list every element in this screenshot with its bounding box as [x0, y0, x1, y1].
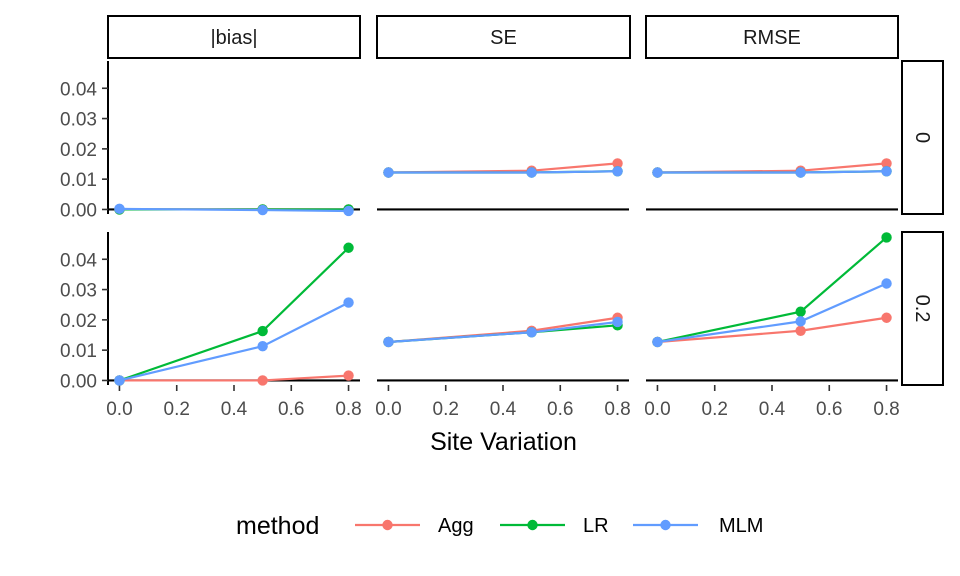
data-point-mlm	[383, 336, 394, 348]
data-point-agg	[881, 158, 892, 169]
data-point-lr	[881, 232, 892, 243]
x-tick-label: 0.6	[547, 399, 573, 420]
data-point-mlm	[881, 166, 892, 177]
x-axis-title: Site Variation	[430, 428, 577, 456]
y-tick-label: 0.00	[60, 200, 97, 221]
data-point-agg	[257, 375, 268, 386]
strip-label-row-0-2: 0.2	[911, 295, 933, 323]
data-point-mlm	[343, 297, 354, 308]
data-point-lr	[343, 242, 354, 253]
legend-item-agg: Agg	[355, 515, 474, 537]
x-tick-label: 0.8	[335, 399, 361, 420]
x-tick-label: 0.8	[604, 399, 630, 420]
data-point-agg	[343, 370, 354, 381]
x-tick-label: 0.2	[702, 399, 728, 420]
strip-box	[645, 15, 899, 59]
x-tick-label: 0.4	[490, 399, 517, 420]
y-tick-label: 0.04	[60, 79, 97, 100]
panel-rmse-row-0	[652, 158, 892, 178]
data-point-lr	[257, 325, 268, 337]
x-tick-label: 0.4	[221, 399, 248, 420]
data-layer	[114, 158, 892, 386]
data-point-agg	[881, 312, 892, 323]
legend-item-mlm: MLM	[633, 515, 763, 537]
strip-label-se: SE	[490, 27, 517, 49]
strip-label-bias: |bias|	[210, 27, 257, 49]
legend-key-point-mlm	[660, 519, 671, 531]
data-point-mlm	[114, 203, 125, 215]
data-point-mlm	[114, 375, 125, 386]
strip-label-rmse: RMSE	[743, 27, 801, 49]
legend-item-lr: LR	[500, 515, 609, 537]
x-tick-label: 0.2	[164, 399, 190, 420]
y-tick-label: 0.03	[60, 110, 97, 131]
row-strip-0: 0	[901, 60, 944, 215]
strip-box	[376, 15, 631, 59]
legend-key-point-agg	[382, 519, 393, 531]
data-point-mlm	[612, 316, 623, 328]
y-tick-label: 0.03	[60, 281, 97, 302]
legend: method Agg LR MLM	[236, 512, 763, 540]
y-tick-label: 0.00	[60, 371, 97, 392]
data-point-mlm	[526, 167, 537, 178]
data-point-mlm	[795, 316, 806, 327]
x-tick-label: 0.0	[644, 399, 670, 420]
panel-rmse-row-0-2	[652, 232, 892, 348]
y-tick-label: 0.01	[60, 170, 97, 191]
panel-se-row-0	[383, 158, 623, 178]
x-tick-label: 0.8	[873, 399, 899, 420]
y-tick-label: 0.04	[60, 250, 97, 271]
data-point-mlm	[652, 336, 663, 348]
series-line-mlm	[388, 170, 618, 174]
y-tick-label: 0.01	[60, 341, 97, 362]
y-tick-label: 0.02	[60, 311, 97, 332]
panel-bias-row-0	[114, 203, 354, 217]
data-point-mlm	[383, 167, 394, 178]
data-point-mlm	[795, 167, 806, 178]
legend-title: method	[236, 512, 319, 540]
x-tick-label: 0.4	[759, 399, 786, 420]
panel-se-row-0-2	[383, 312, 623, 348]
data-point-agg	[612, 158, 623, 169]
data-point-lr	[795, 306, 806, 317]
panel-bias-row-0-2	[114, 242, 354, 386]
x-tick-label: 0.0	[106, 399, 132, 420]
strip-box	[107, 15, 361, 59]
data-point-mlm	[257, 341, 268, 352]
x-tick-label: 0.6	[278, 399, 304, 420]
strip-label-row-0: 0	[911, 132, 933, 143]
data-point-agg	[795, 325, 806, 336]
strip-box	[901, 231, 944, 386]
data-point-mlm	[881, 278, 892, 289]
row-strip-0-2: 0.2	[901, 231, 944, 386]
y-tick-label: 0.02	[60, 140, 97, 161]
series-line-mlm	[657, 170, 887, 174]
data-point-mlm	[652, 167, 663, 178]
column-strip-rmse: RMSE	[645, 15, 899, 59]
data-point-mlm	[343, 205, 354, 217]
x-tick-label: 0.0	[375, 399, 401, 420]
legend-label-agg: Agg	[438, 515, 474, 537]
x-tick-label: 0.2	[433, 399, 459, 420]
column-strip-se: SE	[376, 15, 631, 59]
legend-key-point-lr	[527, 519, 538, 531]
data-point-mlm	[257, 204, 268, 216]
legend-label-lr: LR	[583, 515, 609, 537]
data-point-mlm	[526, 327, 537, 338]
x-tick-label: 0.6	[816, 399, 842, 420]
column-strip-bias: |bias|	[107, 15, 361, 59]
legend-label-mlm: MLM	[719, 515, 763, 537]
data-point-mlm	[612, 166, 623, 177]
strip-box	[901, 60, 944, 215]
